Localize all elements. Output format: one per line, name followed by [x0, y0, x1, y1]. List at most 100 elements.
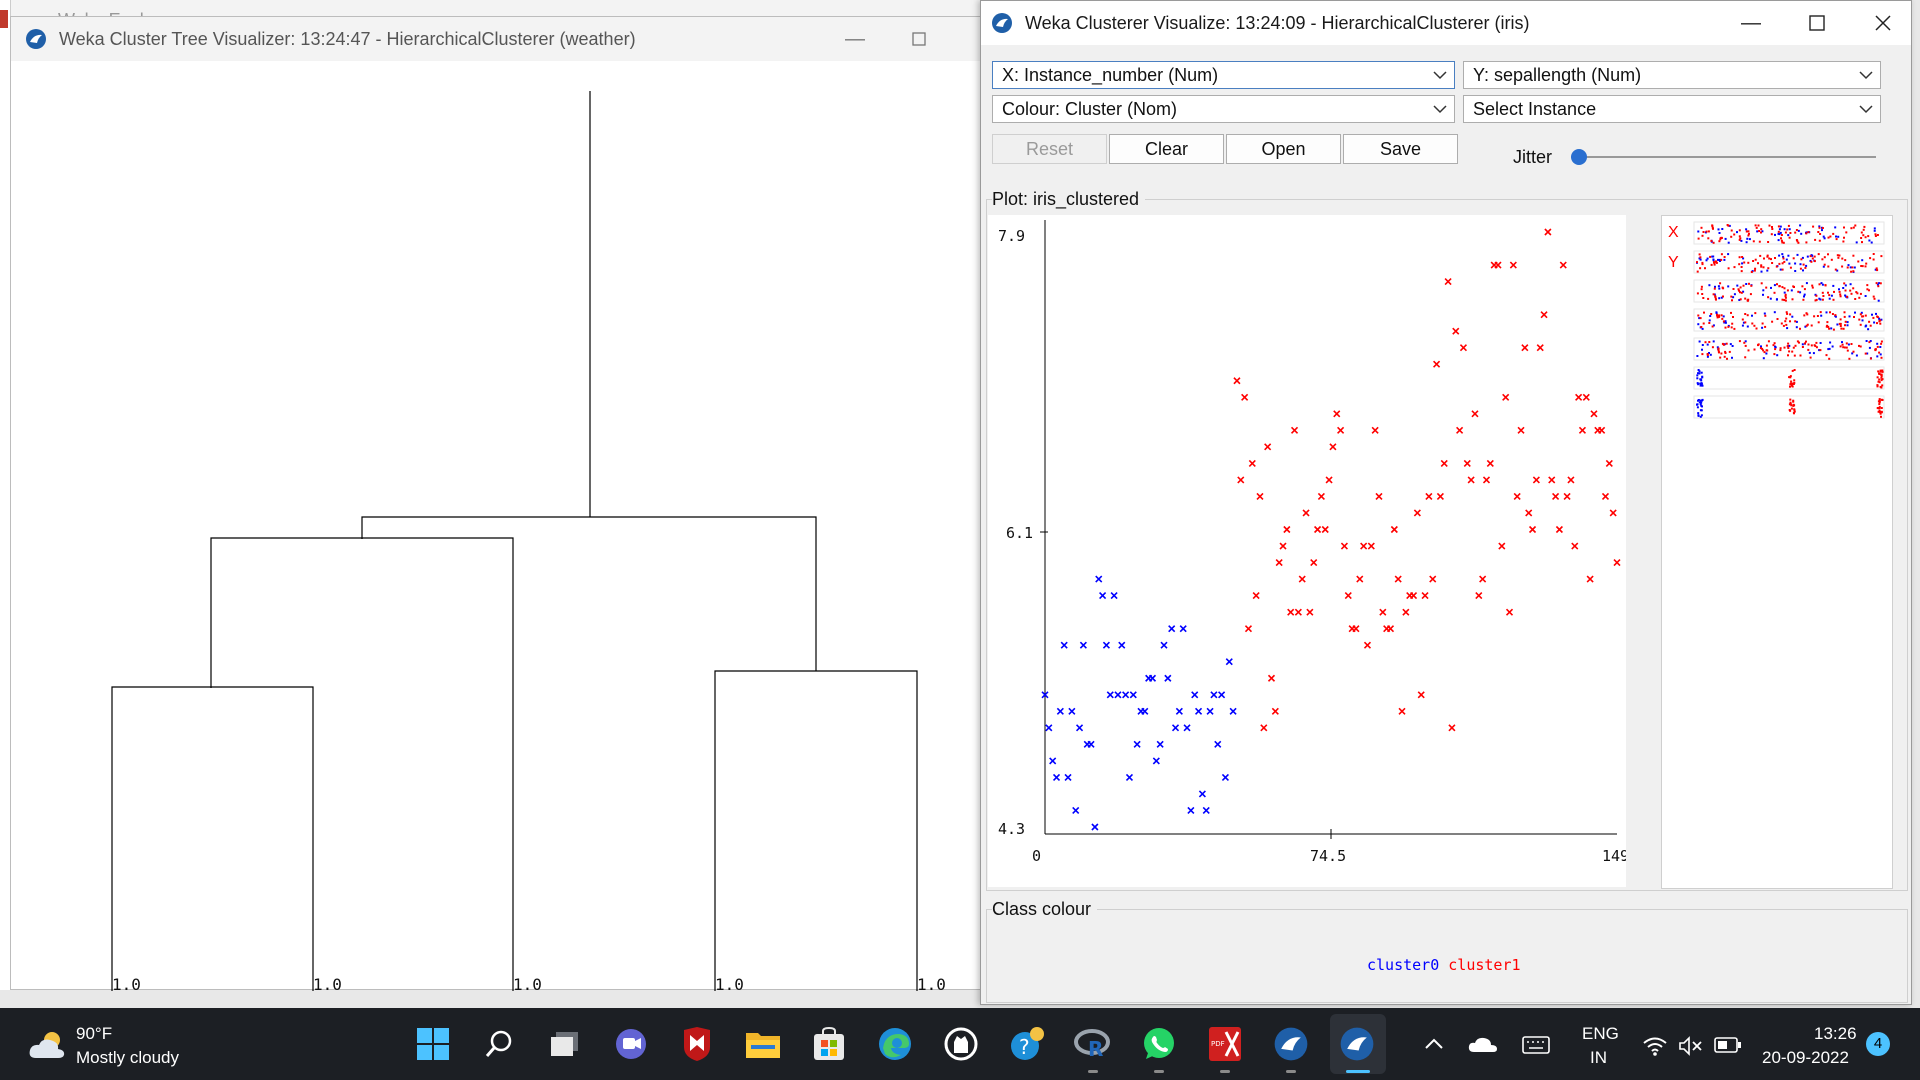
scatter-point-cluster0[interactable] — [1187, 806, 1195, 815]
scatter-point-cluster1[interactable] — [1559, 261, 1567, 269]
visualize-window[interactable]: Weka Clusterer Visualize: 13:24:09 - Hie… — [980, 0, 1912, 1005]
store-button[interactable] — [809, 1024, 849, 1064]
scatter-point-cluster0[interactable] — [1060, 641, 1068, 649]
scatter-point-cluster1[interactable] — [1371, 426, 1379, 434]
scatter-point-cluster0[interactable] — [1152, 757, 1160, 765]
scatter-point-cluster0[interactable] — [1106, 691, 1114, 699]
scatter-point-cluster0[interactable] — [1206, 707, 1214, 715]
visualize-close-button[interactable] — [1851, 1, 1915, 45]
scatter-point-cluster1[interactable] — [1444, 278, 1452, 286]
scatter-point-cluster1[interactable] — [1275, 558, 1283, 567]
scatter-point-cluster0[interactable] — [1095, 575, 1103, 583]
scatter-point-cluster0[interactable] — [1068, 707, 1076, 715]
scatter-point-cluster1[interactable] — [1498, 542, 1506, 550]
scatter-point-cluster1[interactable] — [1256, 492, 1264, 501]
scatter-point-cluster0[interactable] — [1221, 773, 1229, 781]
scatter-point-cluster1[interactable] — [1233, 377, 1241, 385]
scatter-point-cluster1[interactable] — [1367, 542, 1375, 550]
background-explorer-window[interactable]: Weka Explorer — [0, 0, 990, 20]
clear-button[interactable]: Clear — [1109, 134, 1224, 164]
scatter-point-cluster1[interactable] — [1379, 608, 1387, 616]
scatter-point-cluster0[interactable] — [1191, 691, 1199, 699]
clock-time[interactable]: 13:26 — [1814, 1024, 1857, 1043]
scatter-point-cluster1[interactable] — [1267, 674, 1276, 682]
attribute-bar-7[interactable] — [1693, 395, 1885, 419]
scatter-point-cluster1[interactable] — [1482, 476, 1491, 484]
r-app-button[interactable]: R — [1073, 1024, 1113, 1064]
scatter-point-cluster0[interactable] — [1129, 691, 1137, 699]
save-button[interactable]: Save — [1343, 134, 1458, 164]
scatter-point-cluster1[interactable] — [1509, 261, 1517, 269]
scatter-point-cluster0[interactable] — [1052, 773, 1061, 781]
scatter-point-cluster0[interactable] — [1194, 707, 1203, 715]
scatter-point-cluster0[interactable] — [1148, 674, 1157, 682]
scatter-point-cluster0[interactable] — [1168, 625, 1176, 633]
scatter-point-cluster1[interactable] — [1398, 707, 1406, 715]
chevron-up-icon[interactable] — [1424, 1037, 1444, 1051]
scatter-point-cluster1[interactable] — [1505, 608, 1514, 616]
scatter-point-cluster0[interactable] — [1133, 740, 1141, 748]
scatter-point-cluster1[interactable] — [1271, 707, 1279, 715]
scatter-point-cluster1[interactable] — [1528, 525, 1537, 534]
scatter-point-cluster1[interactable] — [1609, 509, 1617, 517]
edge-button[interactable] — [875, 1024, 915, 1064]
scatter-point-cluster0[interactable] — [1045, 724, 1053, 732]
scatter-point-cluster0[interactable] — [1087, 740, 1095, 748]
scatter-point-cluster0[interactable] — [1099, 592, 1107, 600]
scatter-point-cluster1[interactable] — [1459, 344, 1468, 352]
file-explorer-button[interactable] — [743, 1024, 783, 1064]
scatter-point-cluster0[interactable] — [1064, 773, 1072, 781]
scatter-point-cluster1[interactable] — [1502, 393, 1510, 401]
scatter-point-cluster0[interactable] — [1079, 641, 1087, 649]
clock-date[interactable]: 20-09-2022 — [1762, 1048, 1849, 1067]
scatter-point-cluster0[interactable] — [1056, 707, 1064, 715]
legend-cluster0[interactable]: cluster0 — [1367, 956, 1440, 974]
scatter-point-cluster1[interactable] — [1290, 426, 1299, 434]
scatter-point-cluster1[interactable] — [1475, 592, 1483, 600]
scatter-point-cluster1[interactable] — [1521, 344, 1529, 352]
scatter-point-cluster0[interactable] — [1202, 806, 1210, 815]
scatter-point-cluster1[interactable] — [1360, 542, 1368, 550]
scatter-point-cluster1[interactable] — [1479, 575, 1487, 583]
scatter-point-cluster1[interactable] — [1283, 525, 1291, 534]
pdf-app-button[interactable]: PDF — [1205, 1024, 1245, 1064]
scatter-point-cluster1[interactable] — [1532, 476, 1540, 484]
scatter-point-cluster1[interactable] — [1363, 641, 1372, 649]
scatter-point-cluster1[interactable] — [1552, 492, 1560, 501]
task-view-button[interactable] — [545, 1024, 585, 1064]
scatter-point-cluster1[interactable] — [1471, 410, 1479, 418]
scatter-point-cluster1[interactable] — [1417, 691, 1425, 699]
tree-minimize-button[interactable]: — — [845, 27, 865, 50]
scatter-point-cluster1[interactable] — [1294, 608, 1302, 616]
scatter-point-cluster1[interactable] — [1298, 575, 1306, 583]
scatter-point-cluster1[interactable] — [1306, 608, 1314, 616]
scatter-point-cluster1[interactable] — [1567, 476, 1575, 484]
scatter-point-cluster1[interactable] — [1421, 592, 1429, 600]
scatter-point-cluster1[interactable] — [1337, 426, 1345, 434]
scatter-point-cluster1[interactable] — [1260, 724, 1268, 732]
scatter-point-cluster1[interactable] — [1244, 625, 1253, 633]
scatter-point-cluster0[interactable] — [1072, 806, 1080, 815]
scatter-point-cluster1[interactable] — [1513, 492, 1521, 501]
github-button[interactable] — [941, 1024, 981, 1064]
scatter-point-cluster1[interactable] — [1394, 575, 1402, 583]
scatter-point-cluster0[interactable] — [1114, 691, 1122, 699]
scatter-point-cluster0[interactable] — [1210, 691, 1218, 699]
scatter-point-cluster0[interactable] — [1118, 641, 1126, 649]
scatter-point-cluster0[interactable] — [1229, 707, 1237, 715]
scatter-point-cluster1[interactable] — [1494, 261, 1502, 269]
weka-taskbar-button-2[interactable] — [1337, 1024, 1377, 1064]
scatter-point-cluster0[interactable] — [1214, 740, 1222, 748]
scatter-point-cluster1[interactable] — [1467, 476, 1475, 484]
scatter-point-cluster1[interactable] — [1375, 492, 1383, 501]
scatter-point-cluster1[interactable] — [1571, 542, 1579, 550]
scatter-point-cluster0[interactable] — [1179, 625, 1187, 633]
scatter-point-cluster0[interactable] — [1110, 592, 1118, 600]
search-button[interactable] — [479, 1024, 519, 1064]
scatter-point-cluster1[interactable] — [1598, 426, 1606, 434]
scatter-point-cluster0[interactable] — [1075, 724, 1084, 732]
scatter-point-cluster1[interactable] — [1317, 492, 1325, 501]
scatter-point-cluster1[interactable] — [1448, 724, 1456, 732]
reset-button[interactable]: Reset — [992, 134, 1107, 164]
scatter-point-cluster1[interactable] — [1582, 393, 1590, 401]
